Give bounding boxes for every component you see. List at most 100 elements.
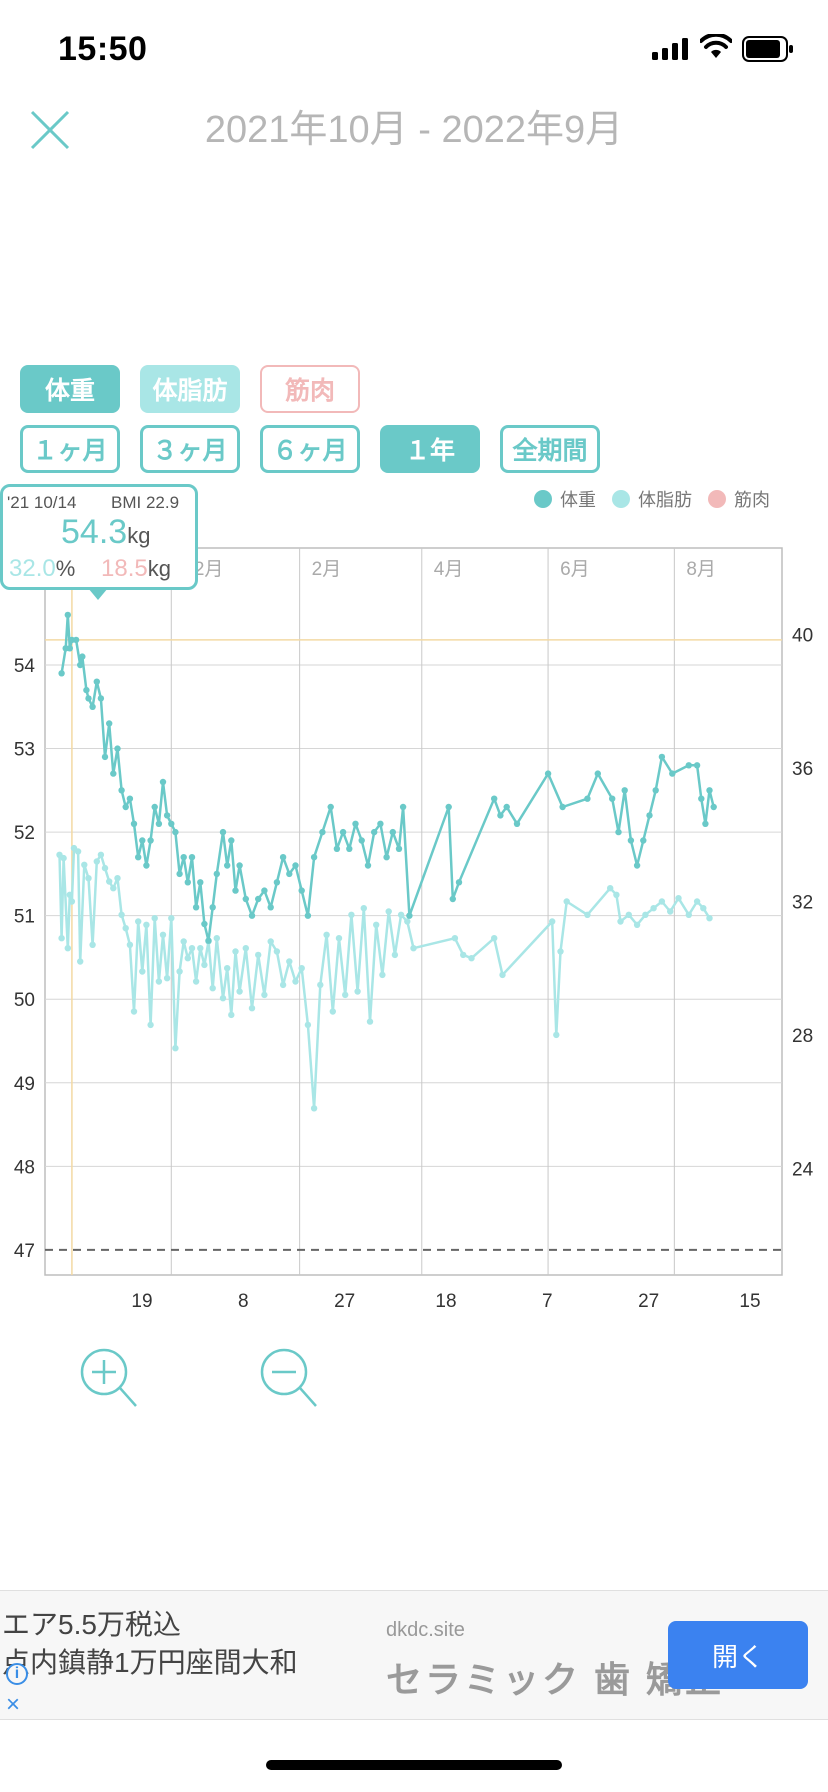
data-tooltip: '21 10/14 BMI 22.9 54.3kg 32.0% 18.5kg [0, 484, 198, 590]
legend-weight-dot [534, 490, 552, 508]
tooltip-bmi: BMI 22.9 [111, 493, 180, 512]
weight-data-point [389, 828, 396, 836]
fat-data-point [130, 1008, 138, 1015]
period-6-months[interactable]: ６ヶ月 [260, 425, 360, 473]
zoom-out-icon[interactable] [258, 1346, 322, 1410]
weight-data-point [698, 795, 705, 802]
fat-data-point [188, 945, 196, 952]
close-icon[interactable] [26, 106, 74, 154]
weight-data-point [151, 803, 158, 811]
weight-data-point [377, 820, 384, 827]
weight-data-point [130, 820, 138, 827]
weight-data-point [192, 904, 200, 911]
tooltip-fat-value: 32.0 [9, 555, 56, 582]
tooltip-date: '21 10/14 [7, 493, 77, 512]
fat-data-point [404, 918, 411, 925]
weight-data-point [242, 895, 249, 903]
weight-data-point [168, 820, 175, 827]
fat-data-point [360, 905, 367, 912]
fat-data-point [625, 911, 632, 918]
weight-data-point [339, 828, 347, 836]
weight-data-point [358, 837, 365, 844]
ad-info-icon[interactable]: i [6, 1663, 28, 1685]
weight-data-point [399, 803, 407, 811]
fat-data-point [410, 945, 417, 952]
fat-data-point [298, 965, 305, 972]
ad-banner[interactable]: エア5.5万税込 点内鎮静1万円座間大和 i × dkdc.site セラミック… [0, 1590, 828, 1720]
y-tick-left: 50 [14, 990, 35, 1011]
weight-data-point [702, 820, 709, 827]
weight-data-point [110, 770, 117, 777]
fat-data-point [491, 935, 498, 942]
battery-icon [742, 36, 793, 62]
fat-data-point [323, 931, 330, 938]
weight-data-point [232, 887, 239, 894]
y-tick-left: 53 [14, 740, 35, 761]
period-1-year[interactable]: １年 [380, 425, 480, 473]
toggle-body-fat[interactable]: 体脂肪 [140, 365, 240, 413]
weight-data-point [346, 845, 353, 852]
ad-close-icon[interactable]: × [6, 1691, 21, 1718]
x-tick-label: 18 [435, 1291, 456, 1310]
period-1-month[interactable]: １ヶ月 [20, 425, 120, 473]
zoom-in-icon[interactable] [78, 1346, 142, 1410]
x-tick-label: 19 [131, 1291, 152, 1310]
weight-data-point [236, 862, 243, 869]
x-tick-label: 27 [334, 1291, 355, 1310]
fat-data-point [584, 911, 591, 918]
fat-data-point [706, 915, 713, 922]
fat-data-point [184, 955, 191, 962]
weight-data-point [658, 753, 666, 761]
fat-data-point [373, 921, 380, 928]
tooltip-weight: 54.3kg [61, 513, 150, 552]
weight-data-point [147, 837, 154, 844]
fat-data-point [192, 978, 200, 985]
month-label: 2月 [312, 559, 342, 580]
fat-data-point [650, 905, 657, 912]
period-3-months[interactable]: ３ヶ月 [140, 425, 240, 473]
weight-data-point [503, 803, 510, 811]
weight-data-point [706, 787, 713, 794]
x-tick-label: 15 [739, 1291, 760, 1310]
legend-muscle-label: 筋肉 [734, 490, 770, 510]
tooltip-weight-unit: kg [127, 523, 151, 548]
weight-data-point [395, 845, 403, 852]
weight-data-point [248, 912, 256, 919]
weight-data-point [58, 670, 65, 677]
tooltip-fat-unit: % [55, 556, 76, 581]
fat-data-point [118, 911, 125, 918]
period-all[interactable]: 全期間 [500, 425, 600, 473]
fat-data-point [342, 991, 349, 999]
weight-data-point [615, 828, 622, 836]
y-tick-left: 51 [14, 907, 35, 928]
legend-muscle: 筋肉 [708, 486, 770, 512]
weight-data-point [319, 828, 326, 836]
fat-data-point [304, 1021, 312, 1029]
weight-data-point [172, 828, 179, 836]
weight-data-point [640, 837, 647, 844]
fat-data-point [143, 921, 150, 928]
weight-data-point [205, 937, 212, 944]
fat-data-point [658, 898, 666, 905]
fat-data-point [101, 864, 109, 872]
fat-data-point [685, 911, 692, 918]
fat-data-point [667, 908, 674, 915]
month-label: 6月 [560, 559, 590, 580]
fat-data-point [163, 975, 171, 982]
weight-data-point [79, 653, 86, 660]
month-label: 8月 [686, 559, 716, 580]
weight-data-point [201, 920, 208, 928]
weight-data-point [66, 645, 74, 652]
weight-data-point [93, 678, 101, 685]
toggle-muscle[interactable]: 筋肉 [260, 365, 360, 413]
weight-data-point [228, 837, 235, 844]
toggle-weight[interactable]: 体重 [20, 365, 120, 413]
fat-data-point [700, 905, 707, 912]
weight-data-point [89, 703, 96, 710]
weight-data-point [135, 854, 142, 861]
fat-data-point [60, 854, 67, 862]
fat-data-point [106, 878, 113, 885]
fat-data-point [64, 945, 72, 952]
ad-open-button[interactable]: 開く [668, 1621, 808, 1689]
